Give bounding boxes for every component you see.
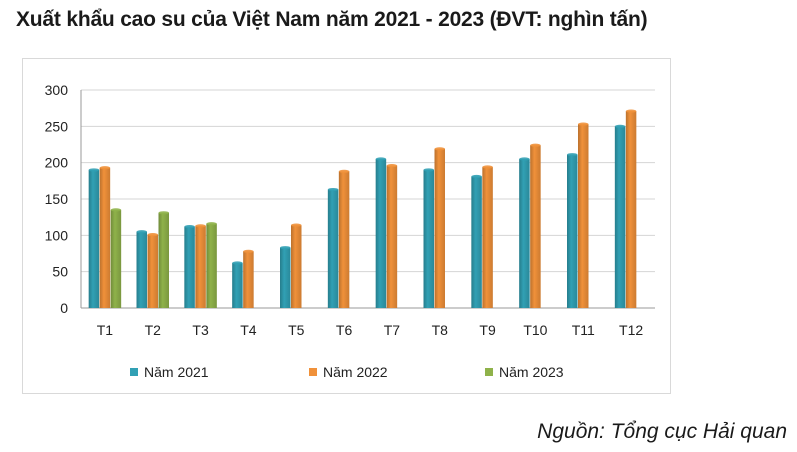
legend: Năm 2021 Năm 2022 Năm 2023 [130,364,564,380]
bar-năm-2022-t8 [434,148,445,308]
chart-title: Xuất khẩu cao su của Việt Nam năm 2021 -… [16,8,648,31]
bar-cap [530,143,541,147]
x-tick-label: T1 [97,322,114,338]
bar-năm-2022-t9 [482,167,493,308]
y-tick-label: 300 [45,82,69,98]
bar-năm-2022-t2 [147,234,158,308]
bar-năm-2023-t2 [158,212,169,308]
bar-cap [206,222,217,226]
bar-cap [280,246,291,250]
y-tick-label: 50 [52,264,68,280]
bar-năm-2021-t5 [280,247,291,308]
bar-cap [375,157,387,161]
bar-cap [386,163,398,168]
x-tick-label: T7 [384,322,401,338]
bar-năm-2021-t8 [423,169,434,308]
bar-cap [195,224,206,228]
bar-cap [99,166,111,170]
bar-cap [158,211,169,215]
legend-label: Năm 2021 [144,364,209,380]
y-tick-label: 150 [45,191,69,207]
bar-cap [88,168,100,172]
bar-năm-2021-t6 [327,189,339,308]
bar-năm-2021-t3 [184,226,195,308]
bars [88,109,637,308]
bar-cap [338,169,350,173]
bar-năm-2023-t3 [206,223,217,308]
y-axis: 0 50 100 150 200 250 300 [45,82,82,316]
bar-cap [110,208,122,212]
bar-năm-2022-t10 [530,145,541,308]
bar-cap [327,187,339,192]
bar-cap [434,147,445,151]
bar-cap [614,124,626,128]
x-tick-label: T12 [619,322,643,338]
bar-năm-2021-t12 [614,126,626,308]
bar-cap [578,122,589,126]
x-tick-label: T10 [523,322,547,338]
x-tick-label: T8 [432,322,449,338]
bar-cap [482,165,493,169]
legend-swatch [309,368,317,376]
legend-label: Năm 2022 [323,364,388,380]
bar-năm-2021-t2 [136,231,147,308]
bar-cap [471,174,482,179]
x-tick-label: T11 [572,322,595,338]
chart-area: 0 50 100 150 200 250 300 T1 T2 T3 T4 T5 T6 T7 T8 T9 T10… [22,58,671,394]
bar-cap [519,157,530,161]
x-tick-label: T3 [192,322,209,338]
bar-năm-2022-t12 [625,111,637,308]
bar-cap [423,168,434,172]
bar-năm-2022-t7 [386,165,398,308]
bar-chart: 0 50 100 150 200 250 300 T1 T2 T3 T4 T5 T6 T7 T8 T9 T10… [45,82,655,380]
x-axis: T1 T2 T3 T4 T5 T6 T7 T8 T9 T10 T11 T12 [97,322,644,338]
bar-năm-2022-t5 [291,225,302,308]
bar-cap [184,225,195,229]
x-tick-label: T4 [240,322,257,338]
bar-cap [136,230,147,234]
x-tick-label: T2 [145,322,162,338]
bar-cap [291,223,302,227]
y-tick-label: 100 [45,227,69,243]
legend-swatch [130,368,138,376]
legend-swatch [485,368,493,376]
bar-cap [243,249,254,253]
bar-năm-2021-t11 [567,154,578,308]
bar-năm-2021-t9 [471,176,482,308]
y-tick-label: 250 [45,118,69,134]
source-note: Nguồn: Tổng cục Hải quan [537,420,787,443]
bar-năm-2022-t4 [243,251,254,308]
bar-cap [567,153,578,157]
bar-cap [625,109,637,113]
x-tick-label: T9 [479,322,496,338]
bar-năm-2021-t1 [88,169,100,308]
x-tick-label: T5 [288,322,305,338]
legend-label: Năm 2023 [499,364,564,380]
bar-năm-2021-t4 [232,262,243,308]
bar-cap [147,233,158,237]
bar-năm-2022-t6 [338,171,350,308]
y-tick-label: 0 [60,300,68,316]
gridlines [81,89,655,309]
bar-năm-2022-t1 [99,167,111,308]
bar-năm-2022-t3 [195,225,206,308]
bar-năm-2023-t1 [110,209,122,308]
bar-năm-2021-t10 [519,159,530,308]
y-tick-label: 200 [45,155,69,171]
bar-cap [232,261,243,265]
bar-năm-2022-t11 [578,124,589,308]
x-tick-label: T6 [336,322,353,338]
bar-năm-2021-t7 [375,159,387,308]
